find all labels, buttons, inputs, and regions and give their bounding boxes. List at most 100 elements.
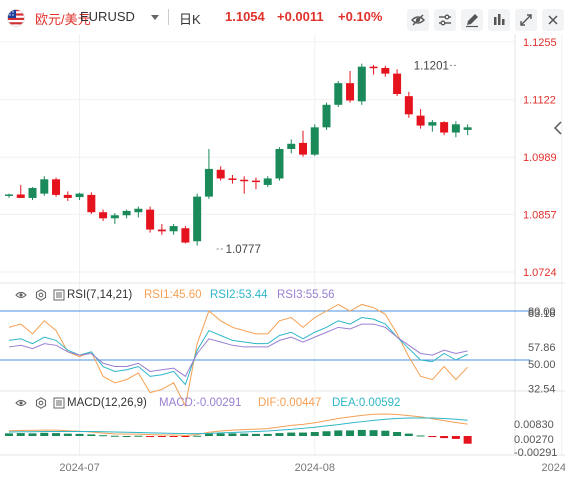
menu-icon[interactable] [53, 289, 65, 301]
macd-bar [416, 435, 425, 437]
macd-bar [393, 432, 402, 436]
macd-bar [5, 433, 13, 436]
macd-tick-label: 0.00270 [514, 434, 554, 446]
candle [75, 193, 84, 198]
rsi2-value: RSI2:53.44 [210, 289, 268, 301]
macd-bar [99, 435, 108, 437]
candle [216, 169, 225, 179]
symbol-select[interactable]: EURUSD [80, 9, 135, 24]
candle [146, 209, 155, 230]
compare-button[interactable] [488, 9, 510, 31]
expand-icon [520, 14, 532, 26]
macd-bar [28, 433, 37, 436]
candle [310, 127, 319, 155]
macd-bar [463, 436, 472, 444]
x-tick-label: 2024-08 [295, 462, 335, 474]
candle [28, 187, 37, 198]
candle [381, 67, 390, 74]
macd-bar [346, 430, 355, 436]
rsi1-value: RSI1:45.60 [144, 289, 202, 301]
macd-bar [75, 433, 84, 436]
macd-value: MACD:-0.00291 [159, 397, 242, 409]
candle [122, 210, 131, 216]
macd-bar [40, 432, 49, 436]
candle [110, 215, 119, 219]
macd-bar [216, 433, 225, 436]
candle [40, 179, 49, 194]
eye-icon[interactable] [15, 397, 27, 409]
macd-bar [122, 436, 131, 437]
menu-icon[interactable] [53, 397, 65, 409]
macd-bar [63, 433, 72, 436]
candle [263, 178, 272, 185]
eye-off-button[interactable] [407, 9, 429, 31]
macd-bar [16, 433, 25, 436]
chevron-left-icon[interactable] [553, 121, 563, 135]
macd-bar [275, 433, 284, 436]
candle [428, 122, 437, 126]
macd-bar [440, 436, 449, 439]
candle [52, 179, 61, 195]
macd-bar [357, 429, 366, 436]
rsi-label: RSI(7,14,21) [67, 289, 133, 301]
chevron-down-icon[interactable] [151, 15, 159, 20]
macd-bar [263, 433, 272, 436]
eye-off-icon [411, 14, 425, 26]
gear-icon[interactable] [35, 397, 47, 409]
candle [87, 194, 96, 213]
rsi-tick-label: 32.54 [528, 384, 556, 396]
candle [193, 196, 202, 242]
macd-bar [110, 435, 119, 437]
candle [416, 115, 425, 126]
candle [440, 122, 449, 133]
x-tick-label: 2024-09 [542, 462, 565, 474]
macd-bar [134, 435, 143, 437]
macd-bar [334, 430, 343, 436]
candle [404, 96, 413, 115]
macd-bar [240, 433, 249, 436]
macd-bar [193, 435, 202, 437]
candle [5, 194, 13, 196]
chart-header: 欧元/美元 EURUSD 日K 1.1054 +0.0011 +0.10% [0, 0, 565, 34]
macd-bar [146, 436, 155, 437]
macd-bar [299, 432, 307, 436]
period-select[interactable]: 日K [179, 12, 201, 27]
macd-bar [381, 430, 390, 436]
price-tick-label: 1.1255 [523, 37, 557, 49]
macd-bar [52, 433, 61, 436]
dea-value: DEA:0.00592 [332, 397, 401, 409]
close-button[interactable] [542, 9, 564, 31]
macd-bar [322, 431, 331, 436]
macd-bar [428, 436, 437, 438]
candle [369, 66, 378, 69]
macd-bar [87, 434, 96, 436]
draw-button[interactable] [461, 9, 483, 31]
rsi-tick-label: 80.00 [528, 306, 556, 318]
x-tick-label: 2024-07 [59, 462, 99, 474]
rsi3-value: RSI3:55.56 [277, 289, 335, 301]
rsi3-line [8, 323, 468, 378]
header-divider [168, 9, 169, 25]
adjust-button[interactable] [434, 9, 456, 31]
macd-header: MACD(12,26,9) MACD:-0.00291 DIF:0.00447 … [0, 397, 565, 413]
candle [157, 229, 166, 232]
rsi-header: RSI(7,14,21) RSI1:45.60 RSI2:53.44 RSI3:… [0, 289, 565, 305]
macd-tick-label: -0.00291 [514, 447, 557, 459]
eu-us-flag-icon [7, 9, 25, 27]
candle [63, 194, 72, 198]
eye-icon[interactable] [15, 289, 27, 301]
candle [334, 83, 343, 105]
compare-icon [494, 14, 505, 25]
candle [228, 178, 237, 180]
macd-bar [181, 436, 190, 437]
expand-button[interactable] [515, 9, 537, 31]
high-annotation: 1.1201 [414, 60, 449, 72]
candle [287, 143, 296, 149]
candle [275, 148, 284, 179]
macd-bar [287, 432, 296, 436]
draw-icon [466, 14, 478, 28]
gear-icon[interactable] [35, 289, 47, 301]
macd-bar [157, 436, 166, 437]
low-annotation: 1.0777 [226, 244, 261, 256]
